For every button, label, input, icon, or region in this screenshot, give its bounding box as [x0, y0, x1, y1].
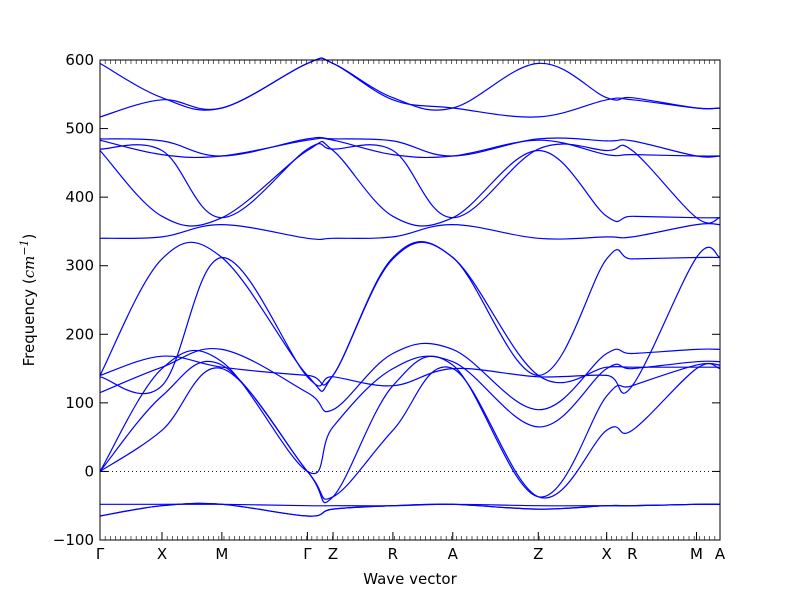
band-line-10 — [99, 241, 721, 392]
x-tick-label: M — [215, 545, 228, 563]
x-tick-label: R — [627, 545, 637, 563]
band-line-17 — [99, 57, 721, 118]
x-tick-label: A — [715, 545, 726, 563]
band-line-7 — [99, 342, 721, 413]
x-tick-label: Γ — [303, 545, 312, 563]
x-tick-label: Γ — [96, 545, 105, 563]
band-line-8 — [99, 246, 721, 395]
band-line-13 — [99, 143, 721, 224]
y-tick-label: 0 — [84, 462, 94, 480]
band-line-3 — [99, 503, 721, 507]
y-tick-label: 300 — [65, 257, 94, 275]
plot-frame — [99, 59, 721, 541]
x-tick-label: M — [690, 545, 703, 563]
band-line-14 — [99, 137, 721, 159]
band-line-5 — [99, 355, 721, 504]
y-tick-label: 600 — [65, 51, 94, 69]
y-tick-label: −100 — [53, 531, 94, 549]
band-line-16 — [99, 57, 721, 118]
band-line-4 — [99, 363, 721, 500]
band-line-9 — [99, 241, 720, 386]
data-layer — [99, 57, 721, 517]
x-tick-label: X — [602, 545, 612, 563]
y-tick-label: 100 — [65, 394, 94, 412]
band-line-6 — [99, 349, 721, 475]
x-tick-label: Z — [328, 545, 338, 563]
y-axis-label: Frequency (cm−1) — [18, 234, 39, 367]
x-tick-label: A — [448, 545, 459, 563]
band-line-11 — [99, 222, 721, 241]
band-line-15 — [99, 136, 721, 158]
x-tick-label: Z — [533, 545, 543, 563]
y-tick-label: 400 — [65, 188, 94, 206]
y-tick-label: 500 — [65, 120, 94, 138]
x-tick-label: X — [157, 545, 167, 563]
x-tick-label: R — [388, 545, 398, 563]
band-line-12 — [99, 140, 721, 227]
y-tick-label: 200 — [65, 325, 94, 343]
x-axis-label: Wave vector — [363, 570, 457, 588]
